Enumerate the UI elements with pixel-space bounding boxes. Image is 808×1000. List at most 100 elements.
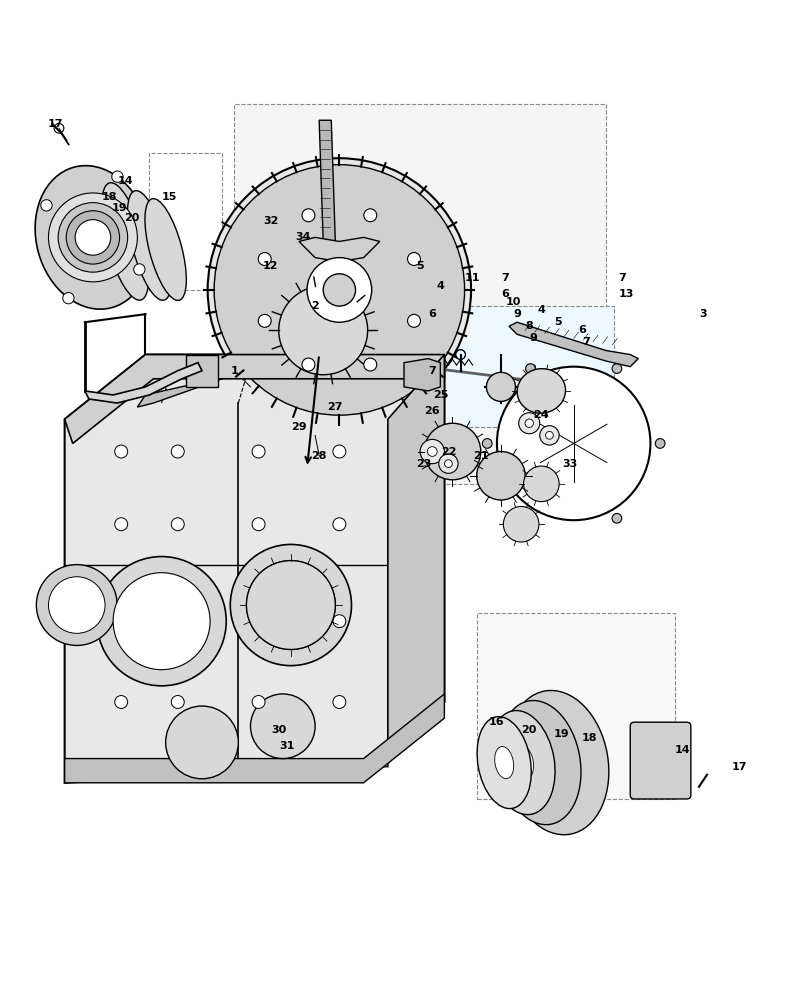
Circle shape — [482, 439, 492, 448]
FancyBboxPatch shape — [630, 722, 691, 799]
Circle shape — [133, 264, 145, 275]
Polygon shape — [65, 355, 444, 443]
Circle shape — [48, 193, 137, 282]
Text: 9: 9 — [529, 333, 537, 343]
Circle shape — [364, 358, 377, 371]
Text: 1: 1 — [230, 366, 238, 376]
Text: 34: 34 — [295, 232, 311, 242]
Circle shape — [171, 518, 184, 531]
Circle shape — [208, 158, 471, 422]
Text: 6: 6 — [428, 309, 436, 319]
Circle shape — [302, 209, 315, 222]
Text: 16: 16 — [489, 717, 505, 727]
FancyBboxPatch shape — [404, 306, 614, 427]
Polygon shape — [319, 120, 335, 241]
Polygon shape — [65, 355, 444, 783]
Circle shape — [115, 615, 128, 628]
Text: 24: 24 — [533, 410, 549, 420]
Ellipse shape — [525, 741, 554, 784]
Polygon shape — [364, 355, 444, 767]
Circle shape — [477, 452, 525, 500]
Ellipse shape — [517, 369, 566, 413]
Polygon shape — [137, 355, 323, 407]
Circle shape — [503, 506, 539, 542]
Circle shape — [612, 364, 622, 373]
Ellipse shape — [145, 199, 187, 300]
Circle shape — [302, 358, 315, 371]
FancyBboxPatch shape — [149, 153, 222, 290]
Circle shape — [439, 454, 458, 473]
Circle shape — [526, 364, 535, 373]
Circle shape — [252, 615, 265, 628]
Text: 27: 27 — [327, 402, 343, 412]
Circle shape — [612, 513, 622, 523]
Circle shape — [171, 696, 184, 708]
Circle shape — [252, 518, 265, 531]
Text: 7: 7 — [501, 273, 509, 283]
Circle shape — [519, 413, 540, 434]
Text: 15: 15 — [162, 192, 178, 202]
Text: 14: 14 — [117, 176, 133, 186]
Text: 20: 20 — [124, 213, 140, 223]
Text: 17: 17 — [47, 119, 63, 129]
Text: 6: 6 — [501, 289, 509, 299]
Circle shape — [525, 513, 535, 523]
Ellipse shape — [477, 717, 532, 809]
Circle shape — [252, 445, 265, 458]
Circle shape — [333, 445, 346, 458]
Text: 18: 18 — [101, 192, 117, 202]
Text: 5: 5 — [416, 261, 424, 271]
Text: 13: 13 — [618, 289, 634, 299]
Circle shape — [407, 253, 420, 265]
Ellipse shape — [128, 191, 171, 300]
Text: 4: 4 — [537, 305, 545, 315]
Text: 6: 6 — [578, 325, 586, 335]
Polygon shape — [85, 363, 202, 403]
Circle shape — [407, 314, 420, 327]
Circle shape — [323, 274, 356, 306]
Circle shape — [41, 200, 53, 211]
Polygon shape — [65, 694, 444, 783]
Text: 3: 3 — [699, 309, 707, 319]
Text: 19: 19 — [112, 203, 128, 213]
Circle shape — [48, 577, 105, 633]
Text: 7: 7 — [618, 273, 626, 283]
Circle shape — [427, 447, 437, 456]
Text: 30: 30 — [271, 725, 286, 735]
Text: 9: 9 — [513, 309, 521, 319]
Circle shape — [532, 394, 550, 412]
Circle shape — [538, 399, 545, 407]
Circle shape — [524, 466, 559, 502]
Circle shape — [36, 565, 117, 645]
Circle shape — [655, 439, 665, 448]
Circle shape — [115, 518, 128, 531]
Ellipse shape — [499, 701, 581, 825]
Polygon shape — [186, 355, 218, 387]
Text: 29: 29 — [291, 422, 307, 432]
Circle shape — [307, 258, 372, 322]
Text: 2: 2 — [311, 301, 319, 311]
Circle shape — [250, 694, 315, 759]
Circle shape — [279, 286, 368, 375]
Circle shape — [97, 557, 226, 686]
FancyBboxPatch shape — [477, 613, 675, 799]
Text: 7: 7 — [428, 366, 436, 376]
Text: 22: 22 — [440, 447, 457, 457]
Circle shape — [333, 696, 346, 708]
Text: 11: 11 — [465, 273, 481, 283]
Ellipse shape — [35, 166, 151, 309]
Ellipse shape — [494, 747, 514, 779]
Ellipse shape — [102, 183, 149, 300]
Circle shape — [420, 439, 444, 464]
Text: 12: 12 — [263, 261, 279, 271]
Text: 8: 8 — [525, 321, 533, 331]
Polygon shape — [509, 322, 638, 367]
Circle shape — [497, 367, 650, 520]
Text: 25: 25 — [432, 390, 448, 400]
Polygon shape — [299, 237, 380, 262]
Text: 18: 18 — [582, 733, 598, 743]
Text: 23: 23 — [416, 459, 432, 469]
Ellipse shape — [489, 711, 555, 815]
Circle shape — [246, 561, 335, 649]
Circle shape — [259, 314, 271, 327]
